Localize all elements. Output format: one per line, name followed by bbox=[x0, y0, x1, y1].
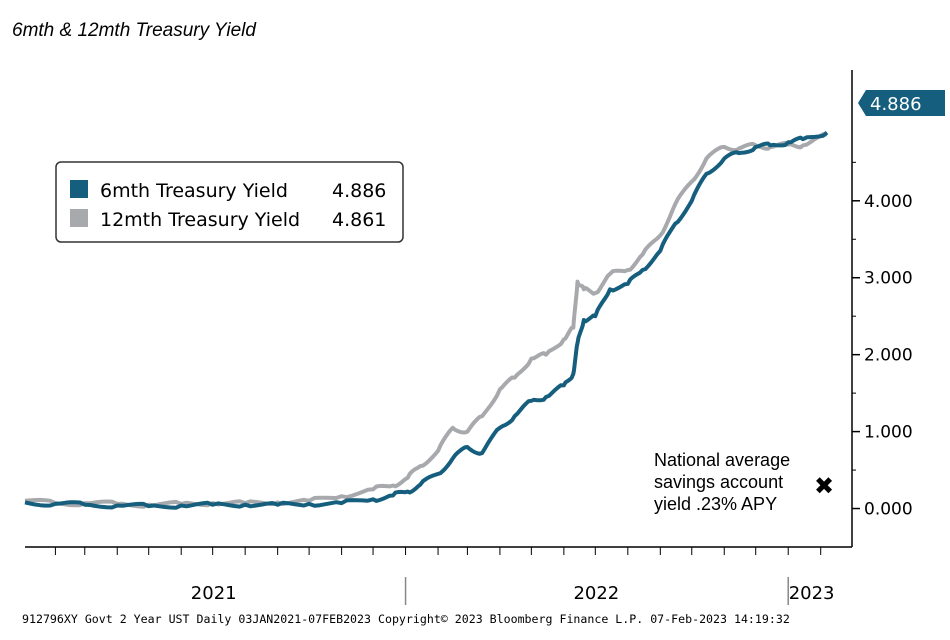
last-value-badge-text: 4.886 bbox=[870, 94, 922, 115]
y-tick-label-2: 2.000 bbox=[864, 346, 913, 366]
y-tick-label-3: 3.000 bbox=[864, 269, 913, 289]
annotation-x-marker: ✖ bbox=[814, 472, 834, 500]
legend-label-12mth: 12mth Treasury Yield bbox=[100, 209, 300, 231]
y-tick-label-4: 4.000 bbox=[864, 192, 913, 212]
legend-box bbox=[55, 161, 404, 243]
chart-title: 6mth & 12mth Treasury Yield bbox=[12, 20, 256, 41]
annotation-line-3: yield .23% APY bbox=[654, 494, 777, 514]
legend: 6mth Treasury Yield 4.886 12mth Treasury… bbox=[55, 161, 404, 243]
y-tick-label-0: 0.000 bbox=[864, 500, 913, 520]
last-value-badge-shape bbox=[858, 90, 945, 116]
legend-value-6mth: 4.886 bbox=[332, 180, 386, 202]
savings-annotation: National average savings account yield .… bbox=[654, 450, 834, 514]
legend-label-6mth: 6mth Treasury Yield bbox=[100, 180, 288, 202]
x-tick-label-0: 2021 bbox=[191, 583, 237, 604]
legend-value-12mth: 4.861 bbox=[332, 209, 386, 231]
x-tick-label-1: 2022 bbox=[573, 583, 619, 604]
annotation-line-1: National average bbox=[654, 450, 790, 470]
annotation-line-2: savings account bbox=[654, 472, 783, 492]
series-line-12mth bbox=[24, 132, 828, 509]
series-layer bbox=[24, 131, 829, 510]
series-line-6mth bbox=[24, 131, 829, 510]
footer-source: 912796XY Govt 2 Year UST Daily 03JAN2021… bbox=[22, 612, 790, 626]
x-tick-label-2: 2023 bbox=[789, 583, 835, 604]
legend-swatch-6mth bbox=[70, 180, 88, 198]
last-value-badge: 4.886 bbox=[858, 90, 945, 116]
axes-layer: 0.000 1.000 2.000 3.000 4.000 2021 2022 2023 bbox=[25, 70, 913, 605]
legend-swatch-12mth bbox=[70, 209, 88, 227]
y-tick-label-1: 1.000 bbox=[864, 423, 913, 443]
